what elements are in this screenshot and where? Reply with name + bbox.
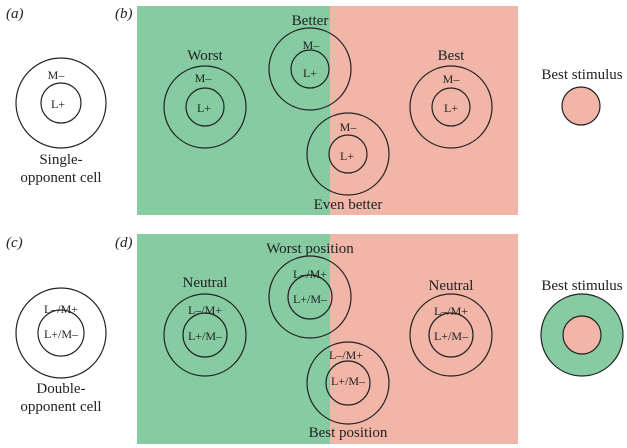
panel-d-title-worst-position: Worst position xyxy=(266,241,354,257)
double-cell-center-label: L+/M– xyxy=(44,327,79,341)
receptive-field-surround-ring xyxy=(306,341,390,425)
panel-b-field-worst: Worst M– L+ xyxy=(163,48,247,149)
single-cell-caption-line2: opponent cell xyxy=(20,170,101,186)
field-surround-label: M– xyxy=(443,72,461,86)
receptive-field-center-ring xyxy=(290,49,330,89)
field-surround-label: M– xyxy=(303,38,321,52)
receptive-field-center-ring xyxy=(328,134,368,174)
double-cell-caption-line1: Double- xyxy=(36,381,85,397)
receptive-field-center-ring xyxy=(428,312,474,358)
receptive-field-surround-ring xyxy=(163,293,247,377)
field-center-label: L+/M– xyxy=(331,374,366,388)
field-surround-label: L–/M+ xyxy=(329,348,363,362)
receptive-field-surround-ring xyxy=(306,112,390,196)
field-surround-label: L–/M+ xyxy=(188,303,222,317)
panel-d-title-neutral-right: Neutral xyxy=(429,278,474,294)
panel-b-green-half xyxy=(137,6,330,215)
panel-b-title-better: Better xyxy=(292,13,329,29)
panel-b-field-best: Best M– L+ xyxy=(409,48,493,149)
receptive-field-center-ring xyxy=(185,87,225,127)
single-cell-surround-ring xyxy=(15,57,107,149)
single-cell-center-ring xyxy=(40,82,82,124)
field-center-label: L+ xyxy=(444,101,458,115)
panel-d-best-stimulus: Best stimulus xyxy=(540,278,624,377)
receptive-field-center-ring xyxy=(325,360,371,406)
receptive-field-center-ring xyxy=(182,312,228,358)
double-cell-surround-ring xyxy=(15,287,107,379)
double-opponent-cell: L–/M+ L+/M– xyxy=(15,287,107,379)
panel-d-title-best-position: Best position xyxy=(309,425,388,441)
field-center-label: L+ xyxy=(303,66,317,80)
field-surround-label: M– xyxy=(195,71,213,85)
panel-c-label: (c) xyxy=(6,235,23,251)
receptive-field-surround-ring xyxy=(409,65,493,149)
receptive-field-surround-ring xyxy=(268,27,352,111)
panel-d-stimulus-label: Best stimulus xyxy=(541,278,622,294)
panel-d-background xyxy=(137,234,518,444)
panel-d-green-half xyxy=(137,234,330,444)
field-center-label: L+/M– xyxy=(434,329,469,343)
receptive-field-center-ring xyxy=(287,274,333,320)
panel-d-field-neutral-left: Neutral L–/M+ L+/M– xyxy=(163,275,247,377)
single-opponent-cell: M– L+ xyxy=(15,57,107,149)
panel-d-field-worst-position: Worst position L–/M+ L+/M– xyxy=(266,241,354,339)
single-cell-surround-label: M– xyxy=(48,68,66,82)
double-cell-surround-label: L–/M+ xyxy=(44,302,78,316)
panel-d-field-best-position: L–/M+ L+/M– Best position xyxy=(306,341,390,441)
panel-b-field-better: Better M– L+ xyxy=(268,13,352,111)
panel-b-background xyxy=(137,6,518,215)
panel-b-field-even-better: M– L+ Even better xyxy=(306,112,390,213)
panel-b-red-half xyxy=(330,6,518,215)
field-center-label: L+/M– xyxy=(188,329,223,343)
field-center-label: L+ xyxy=(197,101,211,115)
panel-a-label: (a) xyxy=(6,6,24,22)
best-stimulus-red-center xyxy=(562,315,602,355)
panel-b-title-even-better: Even better xyxy=(314,197,383,213)
field-surround-label: M– xyxy=(340,120,358,134)
panel-b-label: (b) xyxy=(115,6,133,22)
panel-b-title-worst: Worst xyxy=(187,48,223,64)
single-cell-center-label: L+ xyxy=(51,97,65,111)
panel-b-stimulus-label: Best stimulus xyxy=(541,67,622,83)
panel-d-red-half xyxy=(330,234,518,444)
best-stimulus-red-disc xyxy=(561,86,601,126)
panel-d-label: (d) xyxy=(115,235,133,251)
panel-d-title-neutral-left: Neutral xyxy=(183,275,228,291)
field-center-label: L+/M– xyxy=(293,292,328,306)
panel-b-title-best: Best xyxy=(438,48,466,64)
panel-b-best-stimulus: Best stimulus xyxy=(541,67,623,126)
panel-d-field-neutral-right: Neutral L–/M+ L+/M– xyxy=(409,278,493,377)
single-cell-caption-line1: Single- xyxy=(39,152,82,168)
receptive-field-surround-ring xyxy=(163,65,247,149)
double-cell-caption-line2: opponent cell xyxy=(20,399,101,415)
receptive-field-surround-ring xyxy=(409,293,493,377)
double-cell-center-ring xyxy=(37,309,85,357)
receptive-field-surround-ring xyxy=(268,255,352,339)
field-center-label: L+ xyxy=(340,149,354,163)
field-surround-label: L–/M+ xyxy=(434,304,468,318)
receptive-field-center-ring xyxy=(431,87,471,127)
field-surround-label: L–/M+ xyxy=(293,267,327,281)
